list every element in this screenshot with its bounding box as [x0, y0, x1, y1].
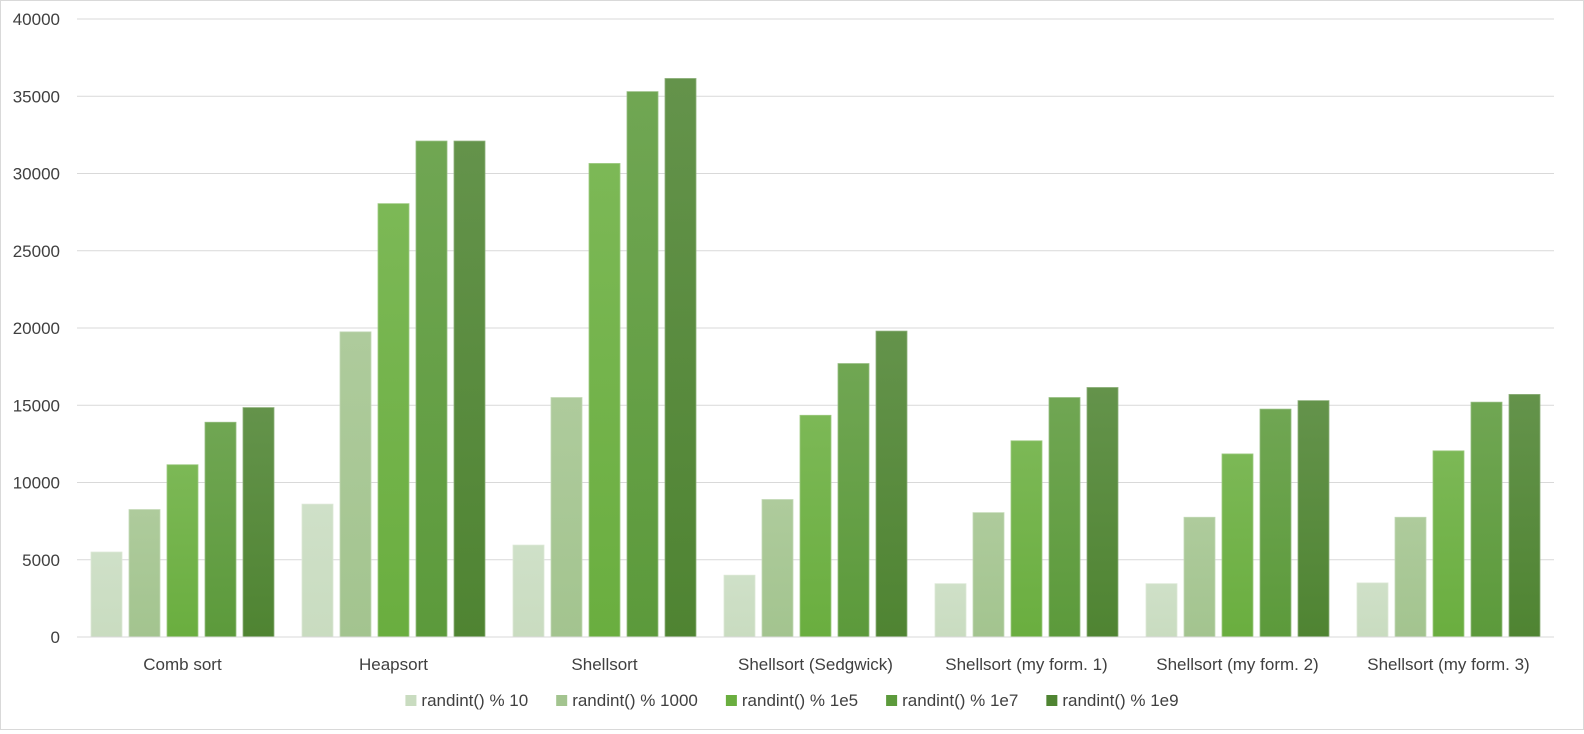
y-tick-label: 10000	[13, 474, 60, 493]
bar	[837, 363, 870, 638]
x-axis: Comb sort Heapsort Shellsort Shellsort (Sed…	[77, 636, 1554, 674]
legend-swatch	[725, 695, 737, 706]
bar	[1508, 394, 1541, 638]
legend: randint() % 10 randint() % 1000 randint() …	[405, 691, 1179, 710]
y-tick-label: 35000	[13, 87, 60, 106]
legend-label: randint() % 1e5	[742, 691, 858, 710]
bar	[664, 78, 697, 638]
bar	[1297, 400, 1330, 638]
bar	[626, 91, 659, 638]
y-tick-label: 30000	[13, 165, 60, 184]
x-tick-label: Shellsort (my form. 2)	[1156, 655, 1318, 674]
x-tick-label: Shellsort (my form. 1)	[945, 655, 1107, 674]
bar	[1259, 408, 1292, 638]
legend-item: randint() % 10	[405, 691, 528, 710]
bars	[90, 78, 1541, 638]
bar	[1086, 387, 1119, 638]
x-tick-label: Shellsort (Sedgwick)	[738, 655, 893, 674]
x-tick-label: Comb sort	[143, 655, 222, 674]
y-tick-label: 15000	[13, 396, 60, 415]
bar	[1432, 450, 1465, 638]
x-tick-label: Shellsort (my form. 3)	[1367, 655, 1529, 674]
bar	[1470, 401, 1503, 638]
bar	[1394, 516, 1427, 638]
bar	[799, 414, 832, 638]
bar	[550, 397, 583, 638]
bar	[377, 203, 410, 638]
legend-label: randint() % 1e9	[1062, 691, 1178, 710]
bar	[415, 140, 448, 638]
y-tick-label: 0	[51, 628, 60, 647]
legend-label: randint() % 1000	[572, 691, 698, 710]
y-tick-label: 5000	[22, 551, 60, 570]
bar	[301, 503, 334, 638]
bar	[242, 407, 275, 638]
bar	[1010, 440, 1043, 638]
legend-item: randint() % 1e5	[725, 691, 858, 710]
bar	[723, 574, 756, 638]
bar	[1048, 397, 1081, 638]
bar	[934, 583, 967, 638]
legend-swatch	[886, 695, 898, 706]
y-axis: 0 5000 10000 15000 20000 25000 30000 35000 40000	[13, 10, 60, 647]
bar	[588, 163, 621, 638]
x-tick-label: Shellsort	[571, 655, 637, 674]
legend-item: randint() % 1e7	[886, 691, 1018, 710]
bar	[1356, 582, 1389, 638]
legend-label: randint() % 1e7	[902, 691, 1018, 710]
bar	[761, 499, 794, 638]
bar	[166, 464, 199, 638]
bar	[1145, 583, 1178, 638]
bar	[90, 551, 123, 638]
bar	[875, 330, 908, 638]
bar	[512, 544, 545, 638]
legend-swatch	[556, 695, 568, 706]
legend-label: randint() % 10	[421, 691, 528, 710]
legend-item: randint() % 1e9	[1046, 691, 1179, 710]
legend-swatch	[1046, 695, 1058, 706]
bar	[1221, 453, 1254, 638]
y-tick-label: 25000	[13, 242, 60, 261]
bar	[1183, 516, 1216, 638]
bar	[339, 331, 372, 638]
y-tick-label: 20000	[13, 319, 60, 338]
bar	[204, 421, 237, 638]
bar	[972, 512, 1005, 638]
legend-swatch	[405, 695, 417, 706]
bar	[453, 140, 486, 638]
y-tick-label: 40000	[13, 10, 60, 29]
x-tick-label: Heapsort	[359, 655, 428, 674]
legend-item: randint() % 1000	[556, 691, 698, 710]
bar	[128, 509, 161, 638]
